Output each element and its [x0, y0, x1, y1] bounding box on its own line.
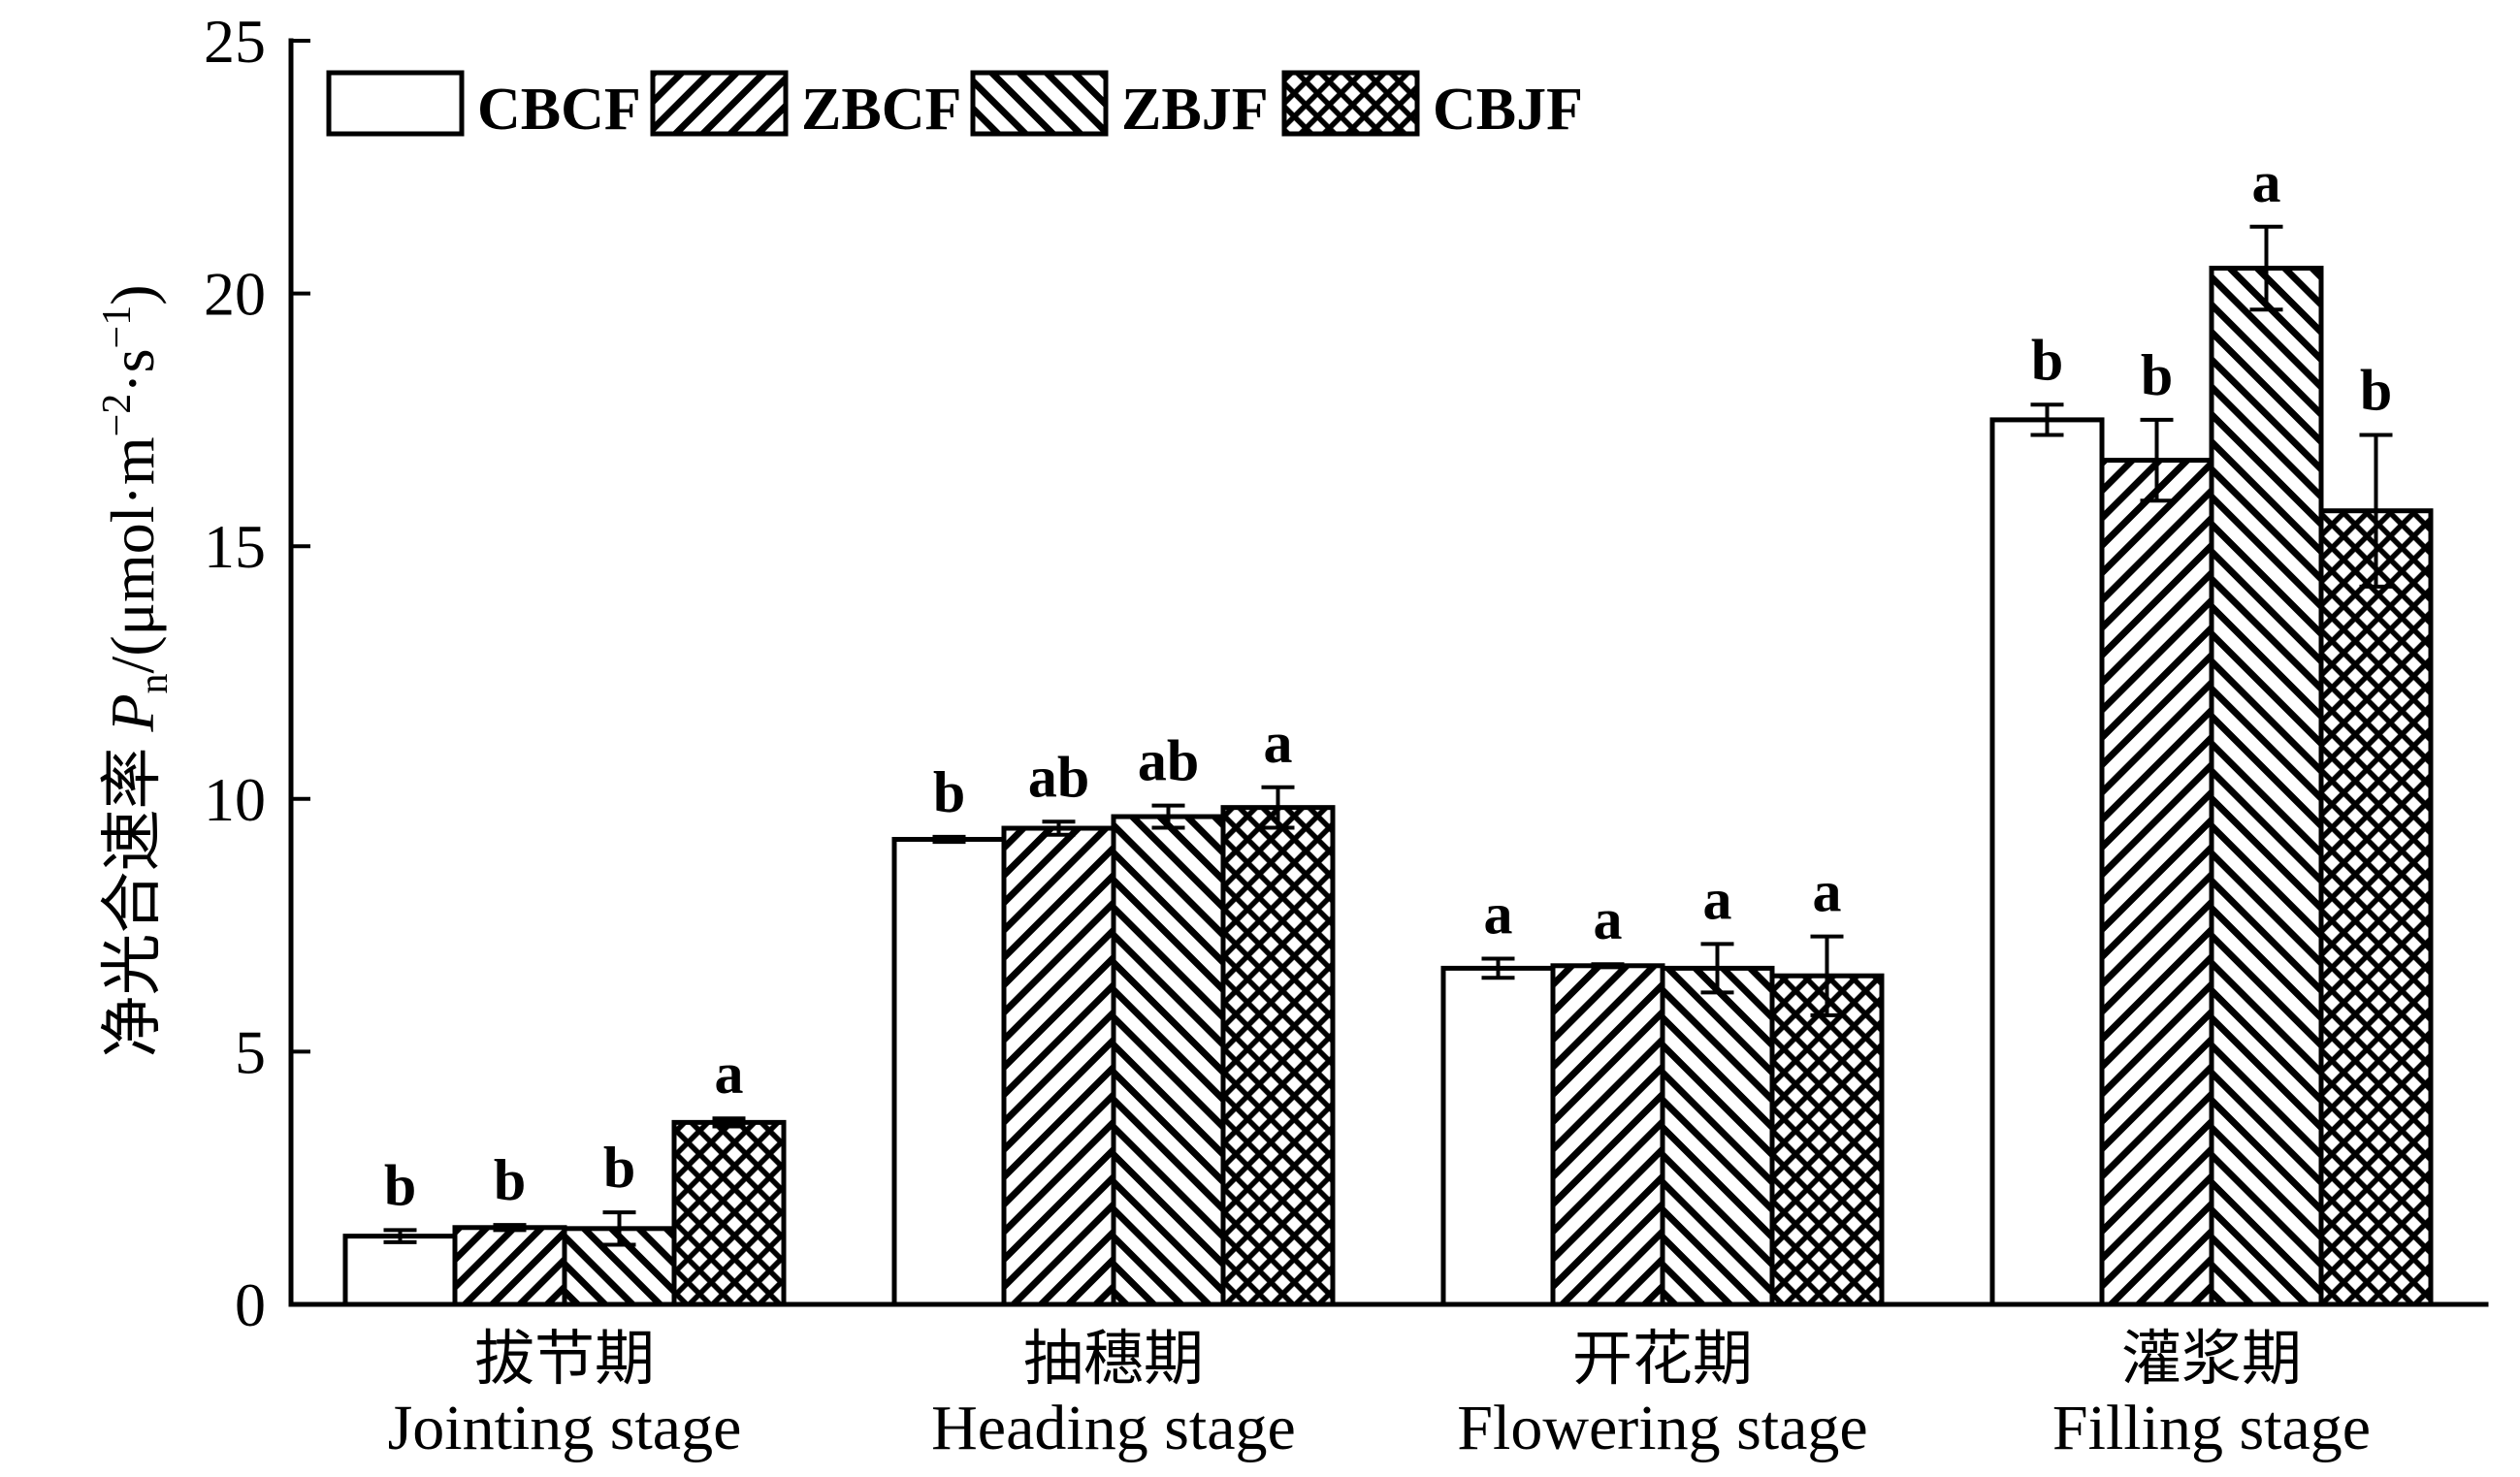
legend-label-cbjf: CBJF — [1433, 77, 1583, 143]
bar-cbcf-jointing-stage — [342, 1234, 458, 1307]
error-bar-cbjf-flowering-stage — [1810, 934, 1844, 1017]
x-category-label-filling-stage: Filling stage — [2052, 1393, 2371, 1463]
significance-letter-cbcf-jointing-stage: b — [384, 1153, 416, 1217]
error-bar-cbcf-heading-stage — [932, 834, 966, 845]
legend-swatch-zbcf — [650, 70, 789, 137]
bar-cbjf-heading-stage — [1220, 805, 1336, 1307]
y-axis-label-part: n — [132, 673, 177, 693]
error-bar-zbcf-heading-stage — [1042, 819, 1076, 837]
bar-zbjf-filling-stage — [2209, 266, 2324, 1307]
significance-letter-cbjf-filling-stage: b — [2360, 359, 2392, 423]
significance-letter-zbjf-filling-stage: a — [2252, 150, 2281, 214]
legend-swatch-zbjf — [970, 70, 1109, 137]
legend-label-zbcf: ZBCF — [801, 77, 961, 143]
significance-letter-zbcf-filling-stage: b — [2141, 343, 2173, 407]
bar-cbcf-filling-stage — [1989, 417, 2105, 1307]
x-category-label-zh-jointing-stage: 拔节期 — [474, 1327, 655, 1393]
bar-cbjf-filling-stage — [2318, 508, 2434, 1307]
bar-cbcf-flowering-stage — [1440, 965, 1556, 1307]
legend-swatch-cbjf — [1281, 70, 1420, 137]
error-bar-cbcf-filling-stage — [2030, 402, 2064, 437]
x-category-label-zh-filling-stage: 灌浆期 — [2121, 1327, 2302, 1393]
bar-cbjf-jointing-stage — [671, 1119, 787, 1307]
y-tick-label-0: 0 — [235, 1270, 266, 1339]
significance-letter-cbjf-jointing-stage: a — [715, 1042, 744, 1106]
legend-item-cbcf: CBCF — [326, 70, 641, 143]
y-tick-label-15: 15 — [204, 512, 266, 581]
bar-zbcf-jointing-stage — [452, 1225, 567, 1307]
bar-cbjf-flowering-stage — [1769, 973, 1885, 1307]
legend-item-zbjf: ZBJF — [970, 70, 1269, 143]
x-category-label-zh-heading-stage: 抽穗期 — [1023, 1327, 1204, 1393]
significance-letter-zbcf-flowering-stage: a — [1594, 887, 1623, 951]
y-ticks-layer: 0 5 10 15 20 25 — [204, 7, 310, 1339]
bar-zbcf-flowering-stage — [1550, 963, 1665, 1307]
error-bar-zbjf-flowering-stage — [1700, 942, 1734, 995]
error-bar-zbcf-flowering-stage — [1591, 962, 1625, 970]
legend: CBCF ZBCF ZBJF CBJF — [326, 70, 1583, 143]
error-bar-cbjf-heading-stage — [1261, 785, 1295, 830]
axes-layer — [288, 38, 2489, 1307]
significance-letter-cbjf-flowering-stage: a — [1813, 860, 1842, 924]
legend-label-zbjf: ZBJF — [1121, 77, 1269, 143]
significance-letter-zbjf-jointing-stage: b — [603, 1136, 635, 1200]
y-tick-label-5: 5 — [235, 1017, 266, 1086]
error-bar-zbjf-jointing-stage — [602, 1210, 636, 1247]
error-bar-zbjf-filling-stage — [2249, 224, 2283, 312]
x-category-label-heading-stage: Heading stage — [931, 1393, 1296, 1463]
error-bar-zbcf-filling-stage — [2140, 417, 2174, 503]
y-tick-label-25: 25 — [204, 7, 266, 76]
x-category-label-jointing-stage: Jointing stage — [388, 1393, 742, 1463]
error-bar-cbjf-jointing-stage — [712, 1116, 746, 1129]
error-bar-zbjf-heading-stage — [1151, 803, 1185, 830]
x-category-label-zh-flowering-stage: 开花期 — [1572, 1327, 1753, 1393]
x-category-label-flowering-stage: Flowering stage — [1457, 1393, 1867, 1463]
significance-letter-cbcf-flowering-stage: a — [1484, 882, 1513, 946]
y-axis-label-part: −1 — [95, 305, 140, 349]
legend-item-cbjf: CBJF — [1281, 70, 1583, 143]
y-tick-label-10: 10 — [204, 765, 266, 834]
error-bar-cbcf-flowering-stage — [1481, 956, 1515, 980]
y-axis-label-part: P — [98, 693, 167, 732]
bars-layer — [342, 266, 2434, 1307]
y-axis-label-part: −2 — [95, 394, 140, 437]
bar-zbcf-filling-stage — [2099, 458, 2214, 1307]
y-axis-label-part: /(μmol·m — [98, 436, 167, 673]
error-bars-layer — [383, 224, 2393, 1247]
significance-letter-cbcf-heading-stage: b — [933, 760, 965, 824]
error-bar-cbcf-jointing-stage — [383, 1228, 417, 1244]
error-bar-cbjf-filling-stage — [2359, 433, 2393, 589]
error-bar-zbcf-jointing-stage — [493, 1223, 527, 1233]
legend-label-cbcf: CBCF — [477, 77, 641, 143]
bar-zbjf-flowering-stage — [1660, 965, 1775, 1307]
significance-letter-cbcf-filling-stage: b — [2031, 328, 2063, 392]
y-tick-label-20: 20 — [204, 260, 266, 329]
significance-letter-zbjf-flowering-stage: a — [1703, 867, 1732, 931]
significance-letter-zbjf-heading-stage: ab — [1138, 729, 1199, 793]
y-axis-label: 净光合速率 Pn/(μmol·m−2·s−1) — [95, 284, 177, 1057]
significance-letter-zbcf-heading-stage: ab — [1028, 745, 1089, 809]
bar-zbjf-heading-stage — [1111, 814, 1226, 1307]
significance-letter-zbcf-jointing-stage: b — [494, 1148, 526, 1212]
y-axis-label-part: ·s — [98, 348, 167, 393]
legend-swatch-cbcf — [326, 70, 465, 137]
bar-zbcf-heading-stage — [1001, 825, 1116, 1307]
y-axis-label-part: ) — [98, 284, 167, 305]
y-axis-label-part: 净光合速率 — [98, 732, 167, 1058]
legend-item-zbcf: ZBCF — [650, 70, 961, 143]
bar-cbcf-heading-stage — [891, 836, 1007, 1307]
significance-letter-cbjf-heading-stage: a — [1264, 711, 1293, 775]
